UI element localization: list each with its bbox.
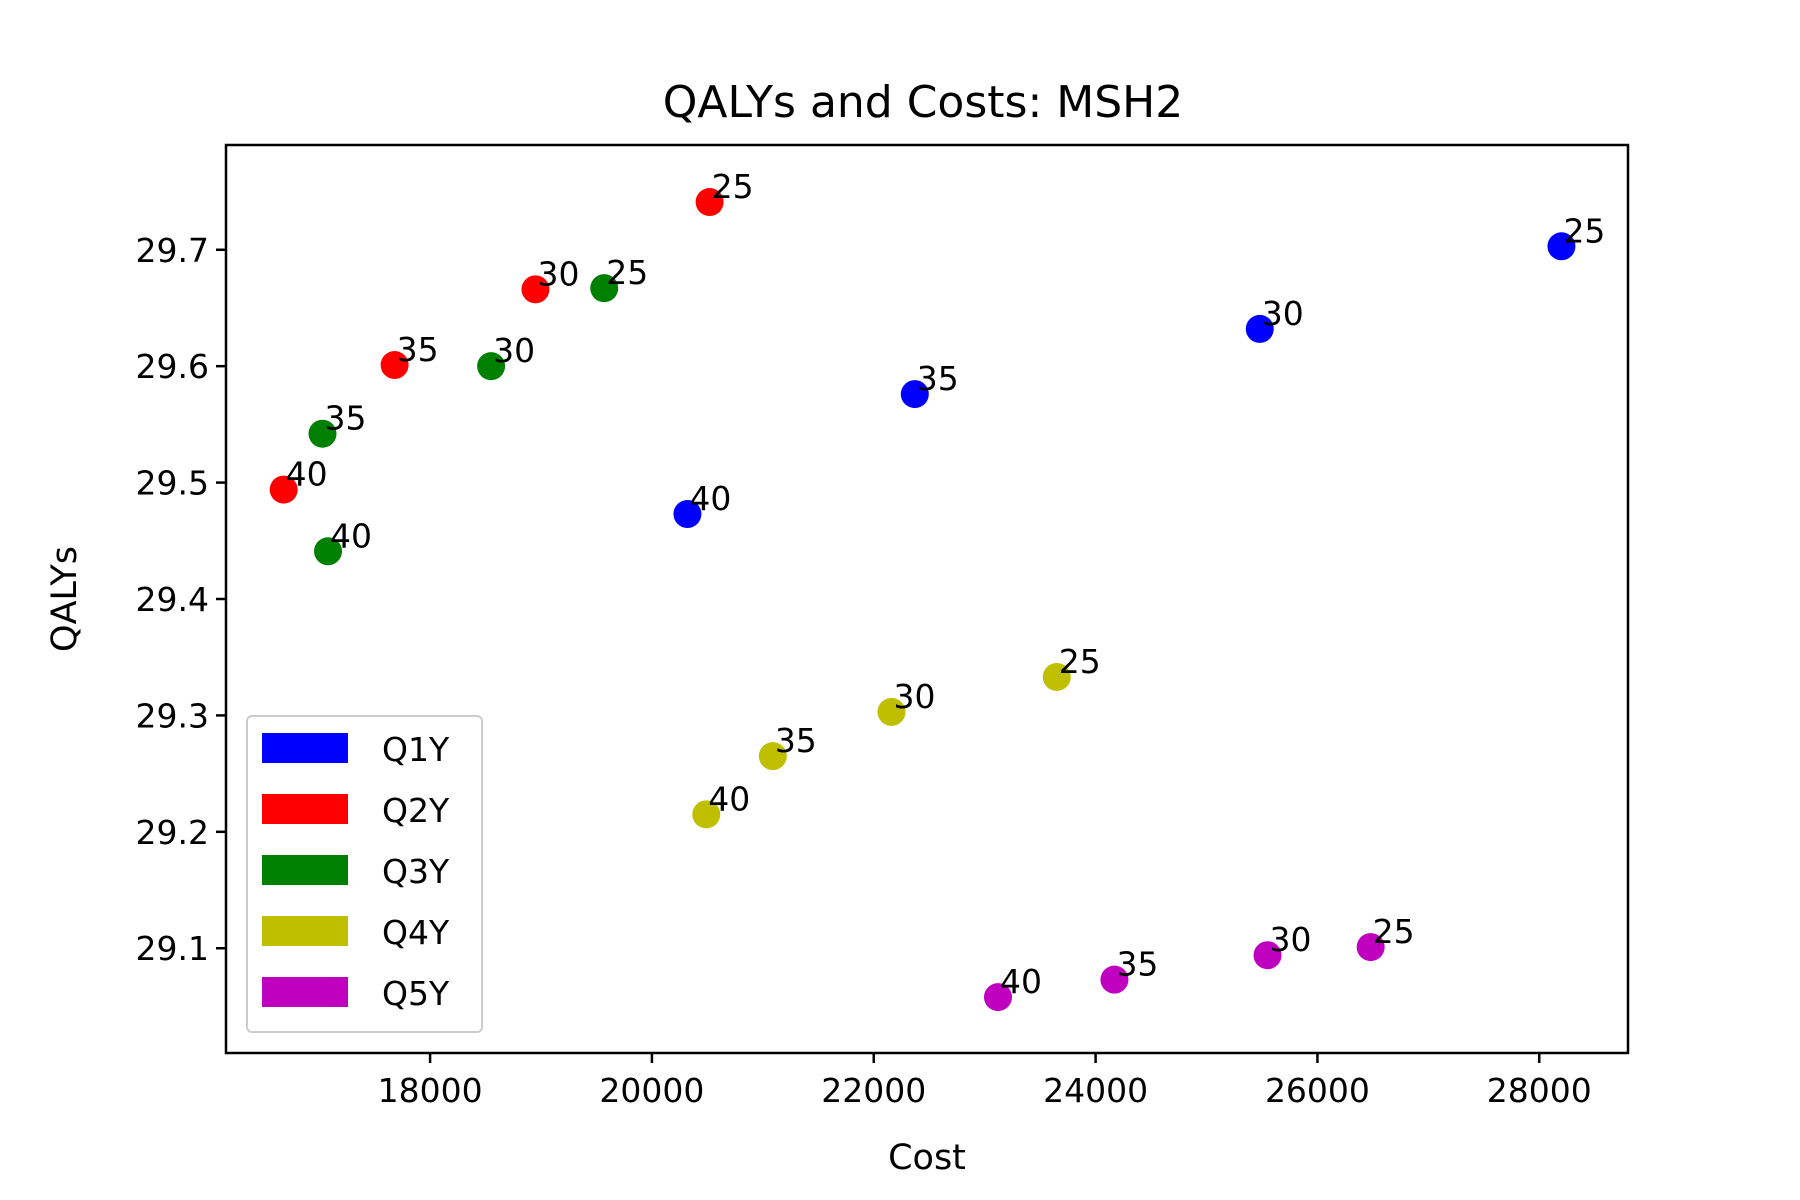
plot-area: 25 30 35 40 25 30 35 40 25 30 35 40 25 30 35 40 25 30 35 40 [224,143,1630,1055]
x-tick-label: 20000 [599,1071,704,1110]
data-point [1042,662,1071,691]
data-point [983,983,1012,1012]
point-label: 35 [775,721,817,760]
data-point [269,475,298,504]
point-label: 25 [1373,912,1415,951]
series-Q2Y: 25 30 35 40 [269,167,754,504]
legend-swatch [262,794,348,824]
point-label: 35 [324,399,366,438]
legend-label: Q4Y [382,913,450,952]
legend-label: Q3Y [382,852,450,891]
series-Q3Y: 25 30 35 40 [308,253,648,566]
point-label: 35 [917,359,959,398]
point-label: 25 [1059,642,1101,681]
y-tick-label: 29.6 [136,347,209,386]
y-tick-label: 29.4 [136,580,209,619]
y-tick-label: 29.1 [136,929,209,968]
data-point [758,742,787,771]
series-Q5Y: 25 30 35 40 [983,912,1415,1012]
series-Q4Y: 25 30 35 40 [692,642,1101,829]
data-point [1356,933,1385,962]
x-tick-label: 18000 [378,1071,483,1110]
point-label: 30 [493,331,535,370]
point-label: 40 [1000,962,1042,1001]
legend-swatch [262,855,348,885]
data-point [673,500,702,529]
data-point [900,380,929,409]
legend-items: Q1Y Q2Y Q3Y Q4Y Q5Y [262,730,450,1013]
y-tick-label: 29.7 [136,231,209,270]
data-point [308,419,337,448]
x-axis: 18000 20000 22000 24000 26000 28000 [378,1053,1592,1110]
legend-label: Q1Y [382,730,450,769]
series-Q1Y: 25 30 35 40 [673,211,1605,529]
data-point [314,537,343,566]
point-label: 35 [1116,945,1158,984]
data-point [590,274,619,303]
legend-label: Q2Y [382,791,450,830]
legend-swatch [262,916,348,946]
x-axis-label: Cost [888,1138,966,1178]
data-point [695,188,724,217]
data-point [521,275,550,304]
point-label: 40 [689,479,731,518]
data-point [1100,965,1129,994]
data-points: 25 30 35 40 25 30 35 40 25 30 35 40 25 30 35 40 25 30 35 40 [269,167,1605,1012]
point-label: 30 [537,254,579,293]
x-tick-label: 26000 [1265,1071,1370,1110]
point-label: 40 [286,455,328,494]
data-point [1547,232,1576,261]
data-point [877,697,906,726]
y-tick-label: 29.3 [136,696,209,735]
data-point [380,351,409,380]
point-label: 25 [606,253,648,292]
data-point [1253,941,1282,970]
x-tick-label: 24000 [1043,1071,1148,1110]
y-axis-label: QALYs [45,546,85,652]
point-label: 25 [1563,211,1605,250]
data-point [692,800,721,829]
legend-swatch [262,733,348,763]
point-label: 30 [1270,920,1312,959]
point-label: 35 [397,330,439,369]
y-tick-label: 29.5 [136,464,209,503]
point-label: 40 [330,516,372,555]
legend-label: Q5Y [382,974,450,1013]
data-point [1245,314,1274,343]
y-tick-label: 29.2 [136,813,209,852]
x-tick-label: 22000 [821,1071,926,1110]
point-label: 30 [894,677,936,716]
legend: Q1Y Q2Y Q3Y Q4Y Q5Y [246,715,483,1033]
y-axis: 29.1 29.2 29.3 29.4 29.5 29.6 29.7 [136,231,226,968]
chart-title: QALYs and Costs: MSH2 [663,77,1183,128]
point-label: 40 [708,779,750,818]
point-label: 30 [1262,294,1304,333]
x-tick-label: 28000 [1487,1071,1592,1110]
legend-swatch [262,977,348,1007]
data-point [477,352,506,381]
point-label: 25 [712,167,754,206]
